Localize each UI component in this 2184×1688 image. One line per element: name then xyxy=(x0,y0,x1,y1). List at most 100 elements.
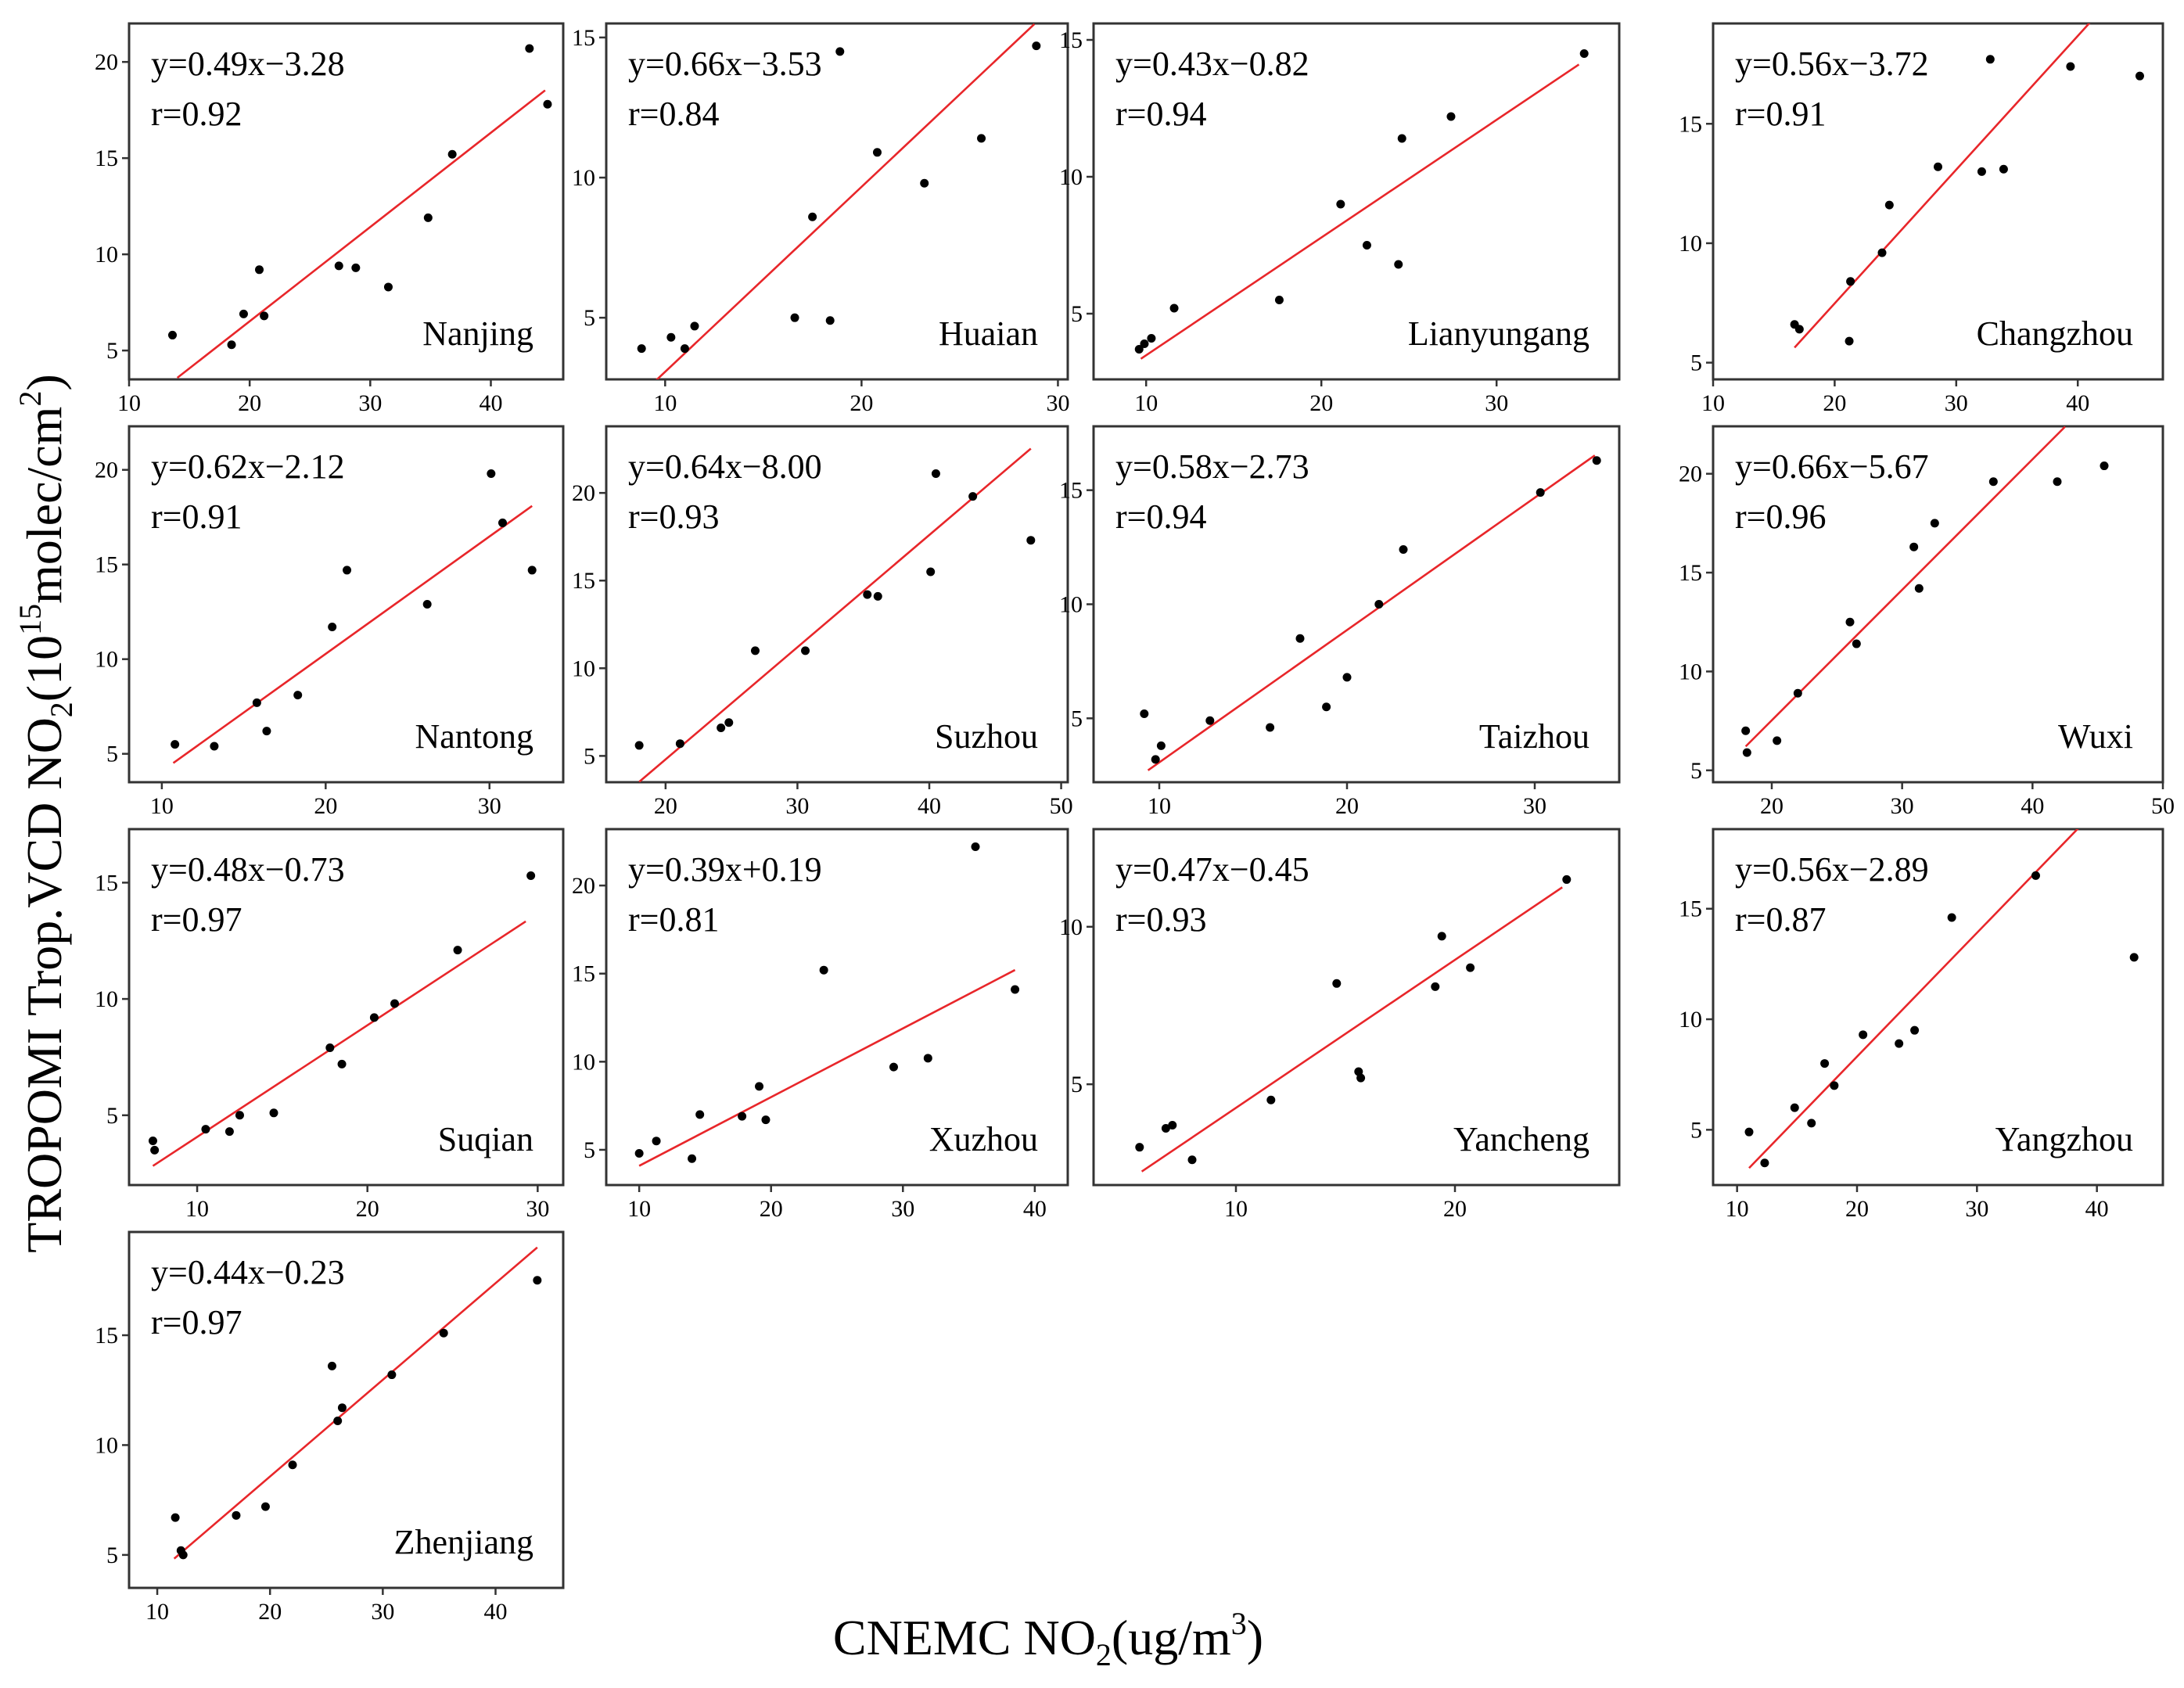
x-tick-label: 50 xyxy=(1050,793,1073,819)
data-point xyxy=(1446,112,1456,121)
data-point xyxy=(1760,1158,1769,1168)
data-point xyxy=(1140,709,1149,718)
data-point xyxy=(235,1111,244,1120)
data-point xyxy=(1859,1030,1868,1040)
city-label: Yangzhou xyxy=(1995,1120,2133,1158)
correlation-coefficient: r=0.87 xyxy=(1735,900,1826,939)
y-tick-label: 5 xyxy=(106,742,118,767)
data-point xyxy=(439,1328,448,1338)
y-tick-label: 10 xyxy=(1059,164,1083,190)
y-axis-title-end: ) xyxy=(16,374,72,390)
data-point xyxy=(369,1013,379,1022)
x-tick-label: 30 xyxy=(358,390,382,416)
data-point xyxy=(1536,488,1545,497)
data-point xyxy=(1845,617,1855,627)
data-point xyxy=(2031,871,2040,880)
x-tick-label: 30 xyxy=(1485,390,1508,416)
data-point xyxy=(334,261,343,271)
x-tick-label: 20 xyxy=(654,793,677,819)
x-tick-label: 10 xyxy=(653,390,677,416)
correlation-coefficient: r=0.93 xyxy=(628,497,719,536)
x-axis-title-end: ) xyxy=(1247,1610,1263,1665)
data-point xyxy=(260,311,269,321)
y-tick-label: 15 xyxy=(572,25,595,51)
data-point xyxy=(1742,748,1751,757)
data-point xyxy=(695,1110,705,1119)
correlation-coefficient: r=0.93 xyxy=(1115,900,1206,939)
data-point xyxy=(1914,584,1924,593)
y-tick-label: 5 xyxy=(1690,350,1702,376)
y-tick-label: 10 xyxy=(95,647,118,673)
plot-frame xyxy=(605,828,1069,1187)
y-tick-label: 5 xyxy=(106,1543,118,1568)
data-point xyxy=(920,178,929,188)
x-tick-label: 40 xyxy=(2085,1196,2109,1222)
x-tick-label: 20 xyxy=(760,1196,783,1222)
y-tick-label: 15 xyxy=(95,870,118,896)
data-point xyxy=(1274,296,1284,304)
panel-changzhou: 10 20 30 40 5 10 15 y=0.56x−3.72 r=0.91 Changzhou xyxy=(1679,22,2164,416)
data-point xyxy=(931,469,940,479)
y-tick-label: 20 xyxy=(572,873,595,899)
data-point xyxy=(1895,1039,1904,1048)
y-axis-title-tail: molec/cm xyxy=(16,407,72,604)
data-point xyxy=(835,47,845,56)
plot-frame xyxy=(128,828,565,1187)
y-axis-title-superscript-2: 2 xyxy=(13,391,48,407)
city-label: Changzhou xyxy=(1977,314,2133,353)
data-point xyxy=(637,344,646,354)
x-tick-label: 10 xyxy=(145,1599,169,1625)
data-point xyxy=(675,739,684,749)
panel-lianyungang: 10 20 30 5 10 15 y=0.43x−0.82 r=0.94 Lianyungang xyxy=(1059,22,1621,416)
data-point xyxy=(227,340,236,350)
x-tick-label: 10 xyxy=(1224,1196,1248,1222)
x-tick-label: 10 xyxy=(627,1196,651,1222)
data-point xyxy=(150,1145,160,1155)
data-point xyxy=(819,965,828,975)
correlation-coefficient: r=0.96 xyxy=(1735,497,1826,536)
x-axis-title-superscript: 3 xyxy=(1231,1606,1247,1641)
data-point xyxy=(1151,755,1160,764)
data-point xyxy=(1579,49,1589,58)
data-point xyxy=(1134,345,1144,354)
fit-line xyxy=(638,447,1032,782)
city-label: Huaian xyxy=(939,314,1038,353)
data-point xyxy=(1187,1155,1197,1165)
x-tick-label: 10 xyxy=(117,390,141,416)
x-tick-label: 30 xyxy=(891,1196,914,1222)
panel-taizhou: 10 20 30 5 10 15 y=0.58x−2.73 r=0.94 Taizhou xyxy=(1059,425,1621,819)
city-label: Suzhou xyxy=(935,717,1038,756)
data-point xyxy=(1592,456,1601,465)
data-point xyxy=(863,590,872,599)
y-axis-title-mid: (10 xyxy=(16,635,72,702)
regression-equation: y=0.49x−3.28 xyxy=(151,45,345,83)
y-tick-label: 20 xyxy=(1679,462,1702,487)
data-point xyxy=(1985,55,1995,64)
regression-equation: y=0.64x−8.00 xyxy=(628,447,822,486)
data-point xyxy=(680,344,689,354)
data-point xyxy=(337,1403,347,1413)
x-axis-title-subscript: 2 xyxy=(1096,1637,1112,1672)
data-point xyxy=(738,1112,747,1121)
x-axis-title: CNEMC NO2(ug/m3) xyxy=(833,1606,1263,1672)
y-tick-label: 15 xyxy=(95,145,118,171)
fit-line xyxy=(638,968,1016,1167)
correlation-coefficient: r=0.94 xyxy=(1115,95,1206,133)
data-point xyxy=(1845,336,1854,346)
y-tick-label: 10 xyxy=(572,1049,595,1075)
x-tick-label: 20 xyxy=(1760,793,1783,819)
x-tick-label: 30 xyxy=(478,793,501,819)
data-point xyxy=(2100,462,2109,471)
y-tick-label: 10 xyxy=(572,165,595,191)
data-point xyxy=(2135,71,2144,81)
data-point xyxy=(543,99,552,109)
plot-frame xyxy=(605,425,1069,784)
data-point xyxy=(269,1108,278,1118)
data-point xyxy=(1266,723,1275,732)
data-point xyxy=(1147,334,1156,343)
regression-equation: y=0.43x−0.82 xyxy=(1115,45,1309,83)
panel-wuxi: 20 30 40 50 5 10 15 20 y=0.66x−5.67 r=0.96 Wuxi xyxy=(1679,425,2175,819)
city-label: Nantong xyxy=(415,717,533,756)
data-point xyxy=(351,263,361,272)
panel-suzhou: 20 30 40 50 5 10 15 20 y=0.64x−8.00 r=0.93 Suzhou xyxy=(572,425,1073,819)
